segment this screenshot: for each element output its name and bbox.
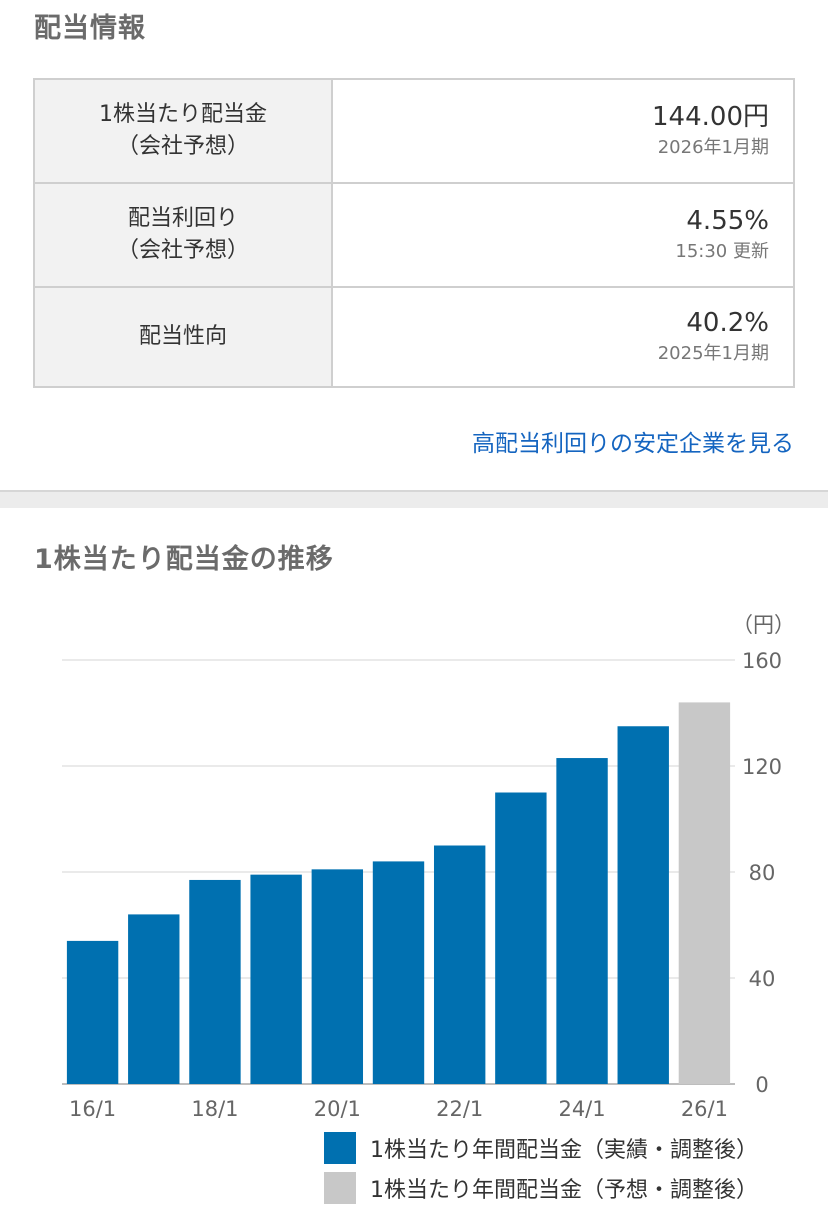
table-row: 配当利回り （会社予想） 4.55% 15:30 更新 (33, 182, 795, 288)
bar-actual (617, 726, 669, 1084)
section-divider (0, 490, 828, 508)
row-value: 144.00円 2026年1月期 (331, 78, 795, 184)
fiscal-period: 2026年1月期 (657, 137, 769, 158)
x-tick-label: 24/1 (558, 1097, 605, 1120)
bar-actual (556, 758, 608, 1084)
payout-ratio-value: 40.2% (686, 308, 769, 338)
table-row: 配当性向 40.2% 2025年1月期 (33, 286, 795, 388)
label-line: 配当性向 (138, 324, 227, 349)
row-label: 配当利回り （会社予想） (33, 182, 333, 288)
chart-legend: 1株当たり年間配当金（実績・調整後） 1株当たり年間配当金（予想・調整後） (324, 1128, 758, 1208)
section-title-dividend-info: 配当情報 (34, 13, 146, 44)
x-tick-label: 22/1 (436, 1097, 483, 1120)
y-tick-label: 40 (749, 967, 776, 991)
dividend-per-share-value: 144.00円 (652, 102, 769, 132)
row-label: 配当性向 (33, 286, 333, 388)
update-time: 15:30 更新 (675, 241, 769, 262)
fiscal-period: 2025年1月期 (657, 343, 769, 364)
high-yield-companies-link[interactable]: 高配当利回りの安定企業を見る (472, 431, 794, 457)
bar-actual (189, 879, 241, 1084)
y-tick-label: 80 (749, 861, 776, 885)
x-tick-label: 26/1 (681, 1097, 728, 1120)
legend-swatch-actual (324, 1132, 356, 1164)
legend-item-forecast: 1株当たり年間配当金（予想・調整後） (324, 1168, 758, 1208)
x-tick-label: 20/1 (314, 1097, 361, 1120)
row-value: 4.55% 15:30 更新 (331, 182, 795, 288)
legend-label: 1株当たり年間配当金（予想・調整後） (370, 1178, 758, 1203)
chart-title: 1株当たり配当金の推移 (34, 544, 334, 575)
y-axis-unit-label: （円） (732, 613, 795, 637)
bar-actual (433, 845, 486, 1084)
label-line: （会社予想） (116, 238, 249, 263)
bar-actual (128, 914, 180, 1084)
label-line: 配当利回り (127, 206, 238, 231)
x-tick-label: 18/1 (191, 1097, 238, 1120)
bar-actual (495, 792, 547, 1084)
y-tick-label: 160 (742, 649, 782, 673)
dividend-history-chart: （円） 0 40 80 120 160 16/1 18/1 20/1 22/1 24/1 26/1 (62, 613, 795, 1120)
bar-actual (250, 874, 302, 1084)
dividend-yield-value: 4.55% (686, 206, 769, 236)
y-tick-label: 120 (742, 755, 782, 779)
legend-swatch-forecast (324, 1172, 356, 1204)
legend-item-actual: 1株当たり年間配当金（実績・調整後） (324, 1128, 758, 1168)
row-label: 1株当たり配当金 （会社予想） (33, 78, 333, 184)
label-line: 1株当たり配当金 (99, 102, 267, 127)
x-tick-label: 16/1 (69, 1097, 116, 1120)
legend-label: 1株当たり年間配当金（実績・調整後） (370, 1138, 758, 1163)
bar-actual (66, 940, 119, 1084)
bar-forecast (678, 702, 731, 1084)
table-row: 1株当たり配当金 （会社予想） 144.00円 2026年1月期 (33, 78, 795, 184)
row-value: 40.2% 2025年1月期 (331, 286, 795, 388)
dividend-info-table: 1株当たり配当金 （会社予想） 144.00円 2026年1月期 配当利回り （… (33, 78, 795, 388)
bar-actual (311, 869, 364, 1084)
y-tick-label: 0 (755, 1073, 768, 1097)
label-line: （会社予想） (116, 134, 249, 159)
bar-actual (372, 861, 425, 1084)
